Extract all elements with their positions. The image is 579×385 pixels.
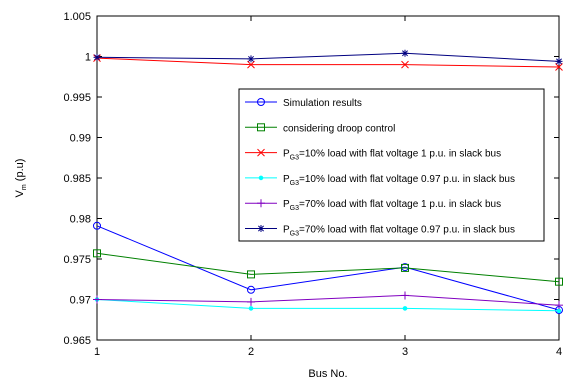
data-point <box>93 221 101 230</box>
series-line <box>96 299 560 312</box>
legend-swatch-marker <box>257 98 265 106</box>
y-axis-title-sub: m <box>21 184 28 190</box>
data-point <box>556 308 562 314</box>
x-tick-label: 3 <box>402 346 408 358</box>
legend-entry: considering droop control <box>245 123 395 134</box>
legend: Simulation results considering droop cont… <box>238 88 545 242</box>
y-tick-label: 0.98 <box>70 214 91 226</box>
x-tick-label: 4 <box>556 346 562 358</box>
data-point <box>401 60 409 69</box>
data-point <box>93 249 101 258</box>
series-6 <box>93 49 563 65</box>
data-point <box>248 306 254 311</box>
data-point <box>247 55 255 63</box>
data-point <box>555 277 563 286</box>
y-tick-label: 0.995 <box>63 92 91 104</box>
legend-swatch-marker <box>257 225 265 232</box>
series-line <box>96 252 560 283</box>
y-tick-label: 0.97 <box>70 295 91 307</box>
series-line <box>96 52 560 62</box>
x-tick-label: 2 <box>248 346 254 358</box>
legend-label: PG3=70% load with flat voltage 0.97 p.u.… <box>283 225 515 238</box>
legend-entry: PG3=10% load with flat voltage 0.97 p.u.… <box>245 174 515 187</box>
data-point <box>401 263 409 272</box>
axis-ticks: 1 2 3 4 0.965 0.97 0.975 0.98 0.985 0.99 0.995 1 1.0… <box>63 11 562 358</box>
legend-swatch-marker <box>257 148 265 157</box>
legend-label: PG3=10% load with flat voltage 1 p.u. in… <box>283 149 501 162</box>
y-tick-label: 0.975 <box>63 254 91 266</box>
data-point <box>93 53 101 61</box>
legend-label: PG3=70% load with flat voltage 1 p.u. in… <box>283 199 501 212</box>
y-tick-label: 0.965 <box>63 335 91 347</box>
legend-entry: Simulation results <box>245 98 362 109</box>
y-axis-title-rest: (p.u) <box>14 159 26 185</box>
legend-swatch-marker <box>257 199 265 208</box>
data-point <box>555 301 563 310</box>
series-2 <box>93 249 563 286</box>
legend-swatch-marker <box>258 175 264 181</box>
series-line <box>96 225 560 311</box>
series-line <box>96 57 560 68</box>
legend-entry: PG3=70% load with flat voltage 1 p.u. in… <box>245 199 501 212</box>
legend-entry: PG3=10% load with flat voltage 1 p.u. in… <box>245 149 501 162</box>
y-axis-title: Vm (p.u) <box>14 159 28 198</box>
data-point <box>93 295 101 304</box>
y-tick-label: 1.005 <box>63 11 91 23</box>
legend-entry: PG3=70% load with flat voltage 0.97 p.u.… <box>245 225 515 238</box>
legend-label: Simulation results <box>283 98 362 109</box>
data-point <box>401 291 409 300</box>
legend-box <box>238 88 545 242</box>
legend-label: considering droop control <box>283 123 395 134</box>
data-point <box>401 49 409 57</box>
x-axis-title: Bus No. <box>308 368 347 380</box>
y-tick-label: 1 <box>85 52 91 64</box>
data-point <box>402 306 408 311</box>
data-point <box>247 60 255 69</box>
data-point <box>555 57 563 65</box>
legend-swatch-marker <box>257 123 265 132</box>
x-tick-label: 1 <box>94 346 100 358</box>
y-axis-title-main: V <box>14 189 26 197</box>
series-layer <box>93 49 563 315</box>
legend-label: PG3=10% load with flat voltage 0.97 p.u.… <box>283 174 515 187</box>
data-point <box>247 270 255 279</box>
data-point <box>555 63 563 71</box>
data-point <box>247 297 255 306</box>
y-tick-label: 0.99 <box>70 133 91 145</box>
series-line <box>96 294 560 306</box>
data-point <box>247 285 255 294</box>
series-5 <box>93 291 563 310</box>
y-tick-label: 0.985 <box>63 173 91 185</box>
